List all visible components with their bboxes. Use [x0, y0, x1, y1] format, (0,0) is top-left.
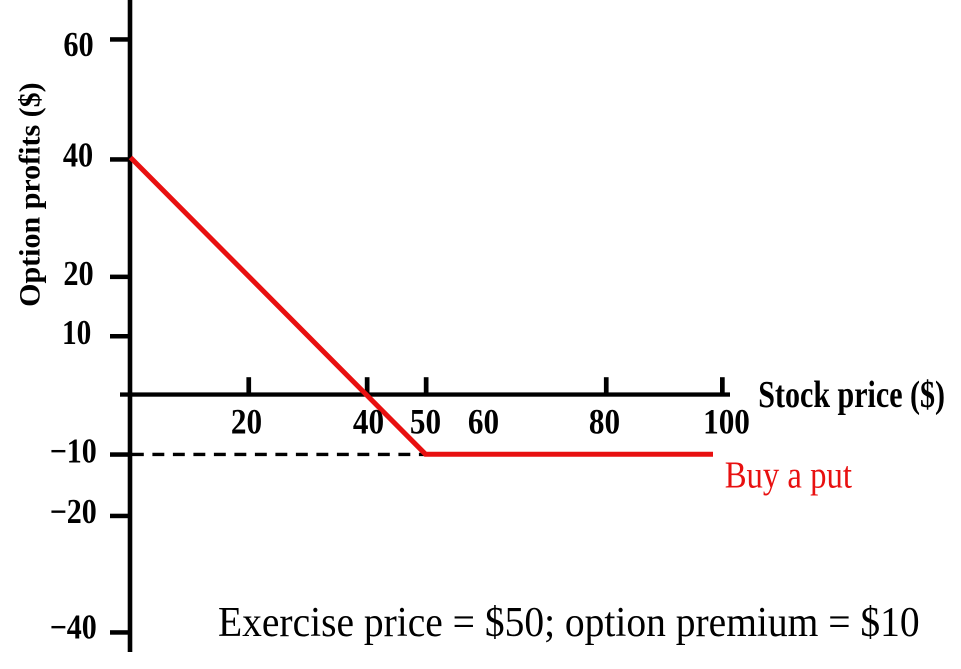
svg-text:40: 40 — [63, 137, 93, 175]
svg-text:80: 80 — [589, 403, 620, 442]
svg-text:20: 20 — [231, 403, 262, 442]
svg-text:Option profits ($): Option profits ($) — [14, 82, 47, 306]
svg-text:10: 10 — [62, 313, 91, 352]
svg-text:Stock price ($): Stock price ($) — [758, 373, 945, 415]
svg-text:20: 20 — [63, 255, 93, 293]
svg-text:60: 60 — [63, 26, 93, 64]
svg-text:−40: −40 — [50, 608, 97, 646]
svg-text:50: 50 — [410, 403, 441, 442]
svg-text:40: 40 — [353, 403, 384, 442]
svg-text:−10: −10 — [50, 432, 97, 470]
svg-text:Exercise price = $50; option p: Exercise price = $50; option premium = $… — [218, 598, 920, 646]
svg-text:−20: −20 — [50, 492, 97, 530]
svg-text:Buy a put: Buy a put — [725, 453, 852, 496]
svg-text:60: 60 — [468, 403, 499, 442]
svg-text:100: 100 — [703, 403, 750, 442]
